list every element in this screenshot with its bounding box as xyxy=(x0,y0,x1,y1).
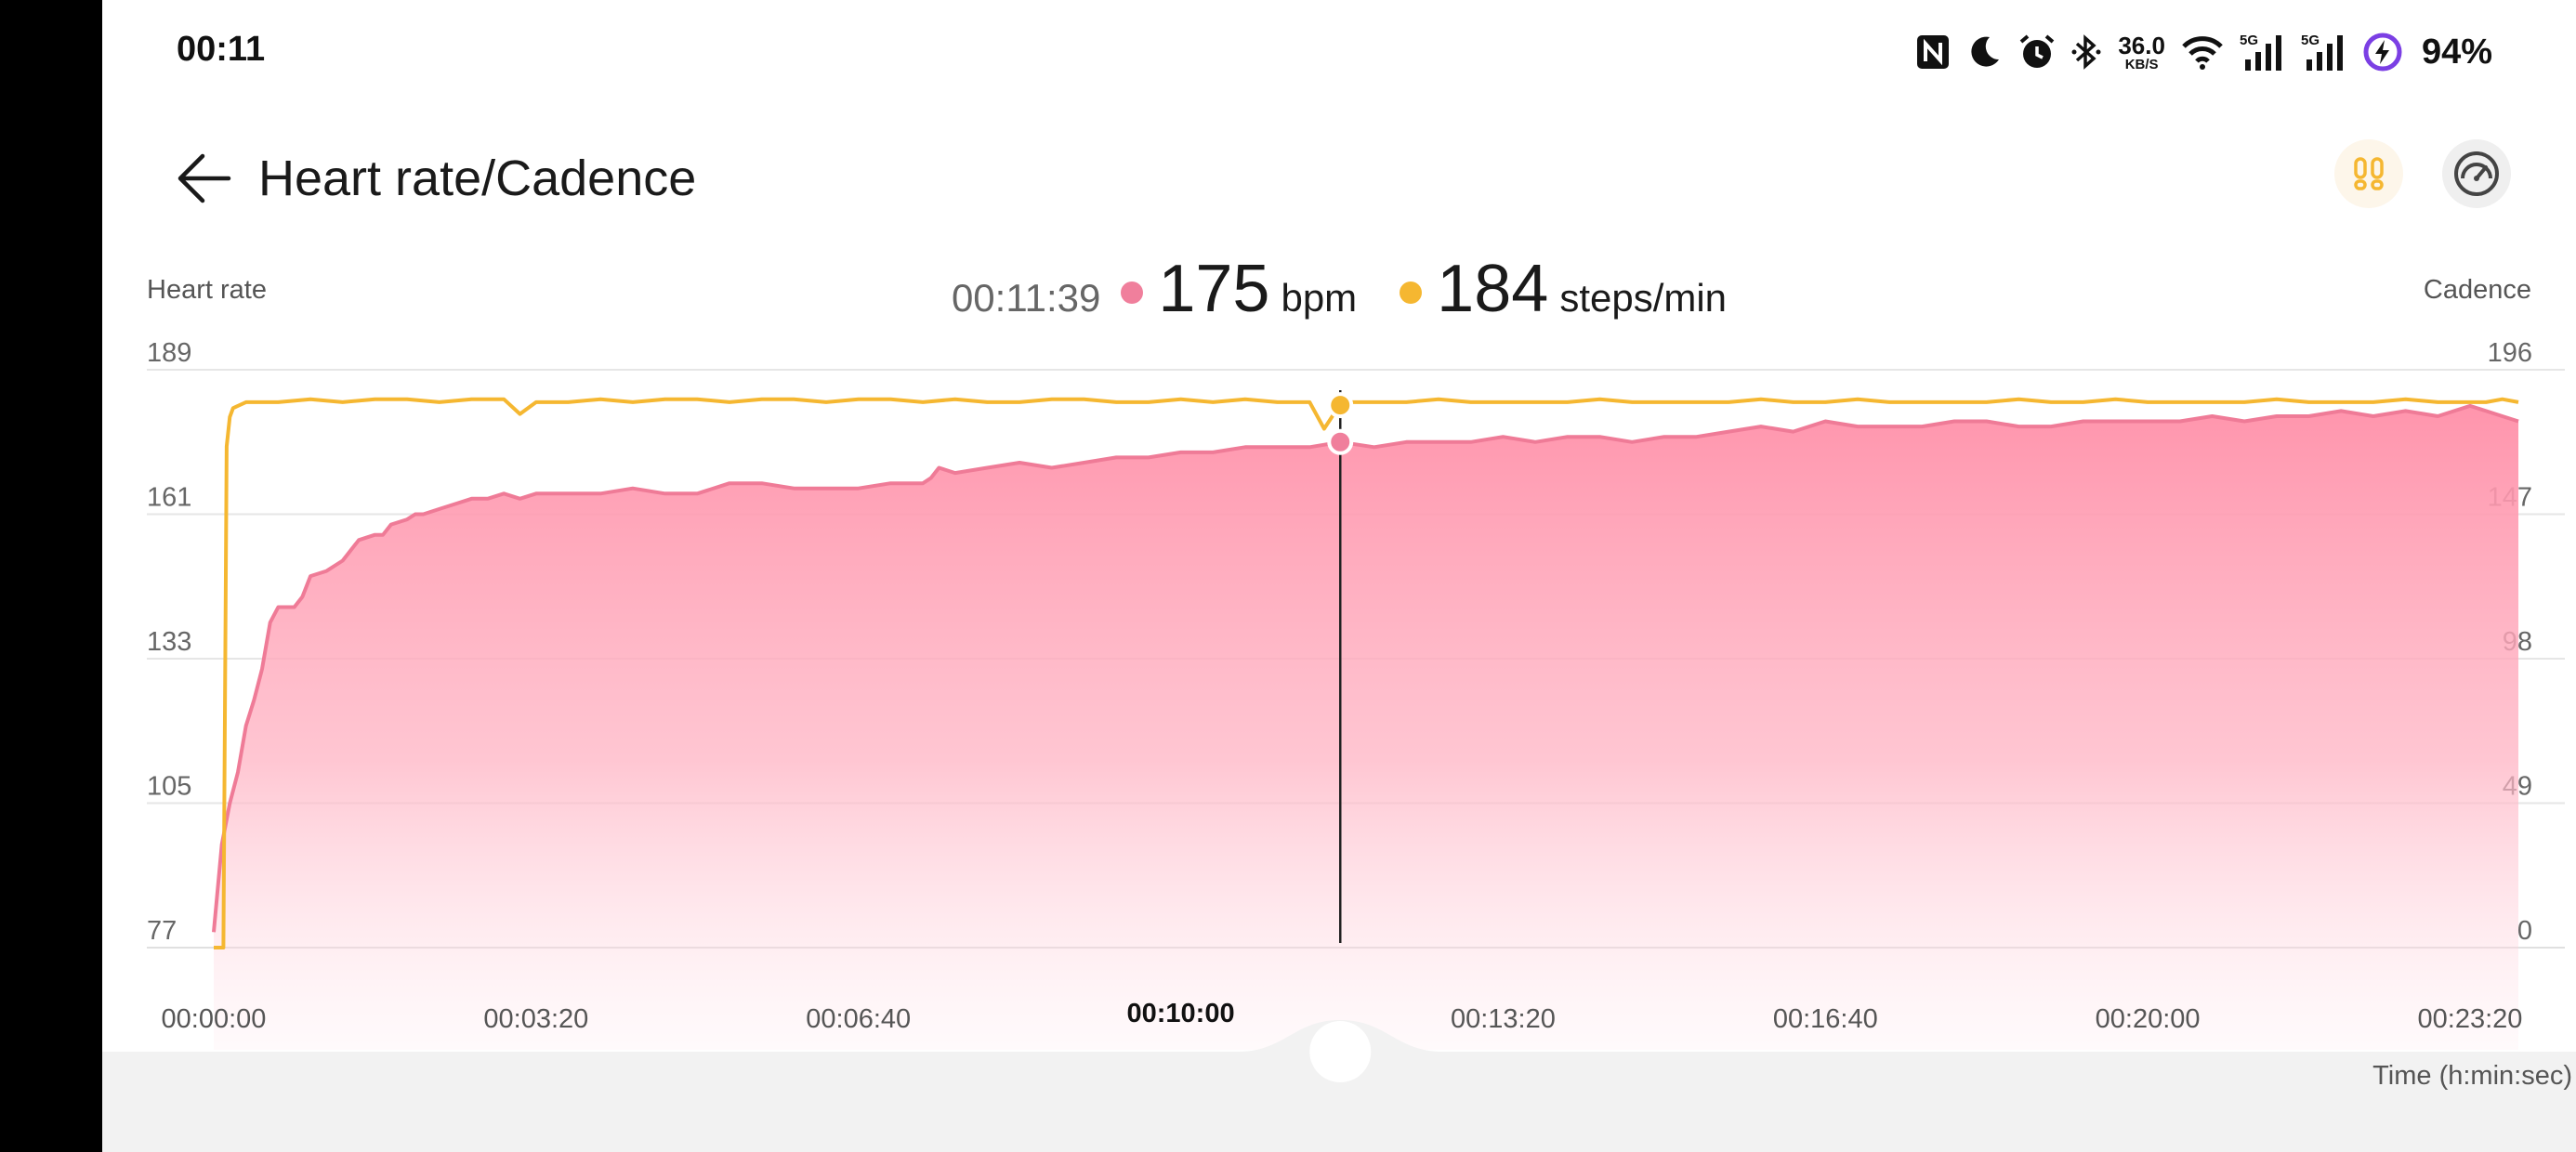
x-tick-label: 00:20:00 xyxy=(2096,1004,2201,1034)
battery-charging-icon xyxy=(2362,32,2403,72)
x-tick-label: 00:23:20 xyxy=(2418,1004,2523,1034)
net-speed-unit: KB/S xyxy=(2124,56,2159,72)
right-axis-title: Cadence xyxy=(2423,275,2531,305)
heart-rate-area xyxy=(214,405,2518,1050)
scrubber[interactable] xyxy=(1238,390,1443,1082)
bluetooth-icon xyxy=(2071,33,2103,72)
cadence-line xyxy=(214,397,2519,949)
cadence-cursor-marker xyxy=(1327,392,1354,419)
readout-heart-rate: 175 xyxy=(1158,252,1270,326)
cadence-toggle-button[interactable] xyxy=(2334,139,2403,208)
signal-5g-icon: 5G xyxy=(2240,32,2286,72)
arrow-left-icon xyxy=(177,153,231,203)
heart-rate-legend-dot xyxy=(1121,281,1144,304)
heart-rate-cursor-marker xyxy=(1327,428,1354,455)
left-y-tick-label: 77 xyxy=(147,916,177,946)
x-tick-label: 00:00:00 xyxy=(162,1004,267,1034)
svg-text:5G: 5G xyxy=(2240,33,2258,48)
net-speed-value: 36.0 xyxy=(2118,31,2165,59)
screen: 00:11 36.0 KB/S 5G xyxy=(102,0,2576,1152)
series-layer xyxy=(212,397,2519,1050)
x-axis-title: Time (h:min:sec) xyxy=(2372,1061,2572,1091)
alarm-icon xyxy=(2017,33,2057,72)
back-button[interactable] xyxy=(167,141,242,216)
nfc-icon xyxy=(1915,33,1951,71)
readout-heart-rate-unit: bpm xyxy=(1281,276,1358,320)
x-tick-label: 00:06:40 xyxy=(806,1004,911,1034)
left-y-tick-label: 105 xyxy=(147,772,191,802)
moon-icon xyxy=(1965,33,2003,71)
readout-time: 00:11:39 xyxy=(951,276,1101,320)
speedometer-icon xyxy=(2454,151,2499,196)
speed-toggle-button[interactable] xyxy=(2442,139,2511,208)
battery-percent: 94% xyxy=(2421,32,2492,72)
left-y-tick-label: 133 xyxy=(147,627,191,657)
heart-rate-line xyxy=(212,403,2519,933)
x-tick-label: 00:13:20 xyxy=(1451,1004,1556,1034)
status-time: 00:11 xyxy=(177,30,266,69)
scrubber-handle[interactable] xyxy=(1309,1021,1372,1082)
right-y-tick-label: 0 xyxy=(2517,916,2532,946)
footsteps-icon xyxy=(2354,157,2384,190)
header: Heart rate/Cadence xyxy=(102,121,2576,223)
x-ticks: 00:00:00 00:03:20 00:06:40 00:10:00 00:13:20… xyxy=(162,999,2523,1034)
page-title: Heart rate/Cadence xyxy=(258,151,697,206)
status-bar: 00:11 36.0 KB/S 5G xyxy=(102,0,2576,102)
svg-text:5G: 5G xyxy=(2301,33,2320,48)
cadence-legend-dot xyxy=(1400,281,1423,304)
left-y-ticks: 189 161 133 105 77 xyxy=(147,338,191,946)
net-speed: 36.0 KB/S xyxy=(2118,33,2165,72)
x-tick-label: 00:10:00 xyxy=(1127,999,1235,1028)
x-tick-label: 00:03:20 xyxy=(483,1004,588,1034)
x-tick-label: 00:16:40 xyxy=(1773,1004,1878,1034)
left-axis-title: Heart rate xyxy=(147,275,267,305)
cursor-readout: 00:11:39 175 bpm 184 steps/min xyxy=(102,251,2576,327)
status-icons: 36.0 KB/S 5G 5G 94% xyxy=(1915,26,2492,78)
signal-5g-icon: 5G xyxy=(2301,32,2347,72)
right-y-tick-label: 196 xyxy=(2488,338,2532,368)
readout-cadence: 184 xyxy=(1437,252,1549,326)
wifi-icon xyxy=(2180,33,2225,71)
readout-cadence-unit: steps/min xyxy=(1559,276,1728,320)
left-y-tick-label: 189 xyxy=(147,338,191,368)
left-y-tick-label: 161 xyxy=(147,483,191,513)
